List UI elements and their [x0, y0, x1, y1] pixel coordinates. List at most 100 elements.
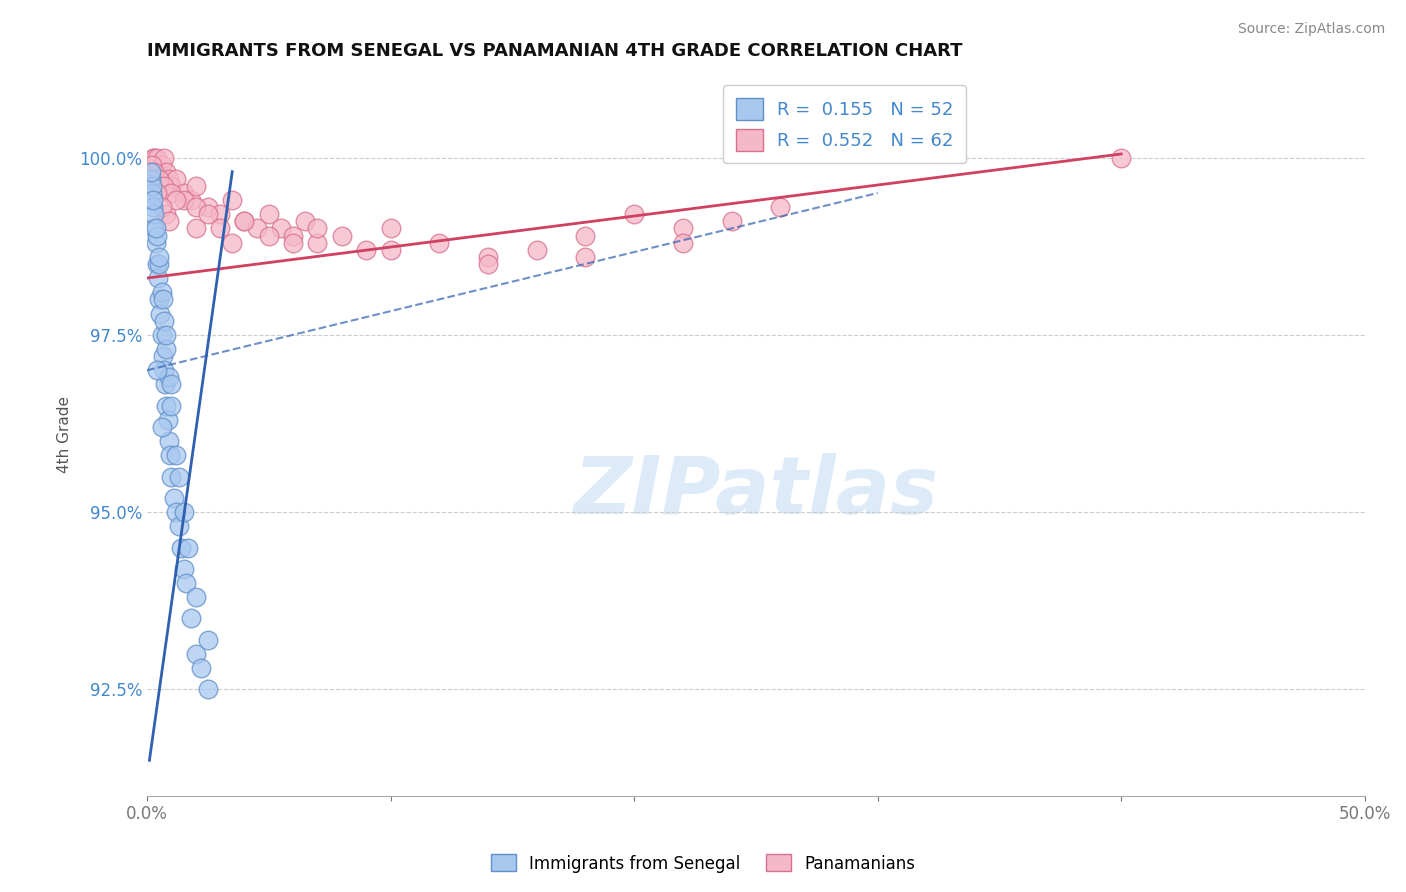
Point [139, 164, 162, 178]
Point [281, 228, 304, 243]
Point [143, 221, 166, 235]
Point [145, 158, 167, 172]
Point [720, 214, 742, 228]
Point [157, 214, 180, 228]
Legend: R =  0.155   N = 52, R =  0.552   N = 62: R = 0.155 N = 52, R = 0.552 N = 62 [723, 85, 966, 163]
Point [142, 151, 165, 165]
Point [160, 469, 183, 483]
Point [141, 178, 163, 193]
Point [477, 257, 499, 271]
Point [354, 243, 377, 257]
Point [150, 420, 173, 434]
Point [153, 363, 176, 377]
Point [167, 469, 190, 483]
Point [148, 171, 170, 186]
Point [155, 207, 177, 221]
Point [160, 186, 183, 200]
Point [165, 505, 187, 519]
Point [307, 221, 329, 235]
Point [173, 186, 195, 200]
Point [143, 207, 166, 221]
Point [184, 178, 207, 193]
Point [160, 399, 183, 413]
Point [155, 327, 177, 342]
Point [184, 647, 207, 661]
Point [142, 193, 165, 207]
Point [184, 591, 207, 605]
Point [209, 221, 232, 235]
Point [167, 519, 190, 533]
Point [152, 293, 174, 307]
Point [142, 200, 165, 214]
Point [281, 235, 304, 250]
Point [173, 562, 195, 576]
Point [190, 661, 212, 675]
Point [150, 200, 173, 214]
Point [156, 413, 179, 427]
Point [221, 193, 243, 207]
Point [165, 449, 187, 463]
Point [146, 271, 169, 285]
Point [427, 235, 450, 250]
Point [330, 228, 353, 243]
Point [160, 178, 183, 193]
Point [145, 363, 167, 377]
Point [157, 434, 180, 449]
Point [145, 151, 167, 165]
Text: Source: ZipAtlas.com: Source: ZipAtlas.com [1237, 22, 1385, 37]
Point [150, 158, 173, 172]
Point [526, 243, 548, 257]
Point [197, 682, 219, 697]
Point [148, 164, 170, 178]
Point [184, 221, 207, 235]
Point [153, 178, 176, 193]
Point [623, 207, 645, 221]
Point [145, 186, 167, 200]
Point [180, 193, 202, 207]
Point [294, 214, 316, 228]
Point [139, 171, 162, 186]
Point [155, 164, 177, 178]
Point [1109, 151, 1132, 165]
Point [148, 250, 170, 264]
Point [148, 293, 170, 307]
Point [380, 221, 402, 235]
Point [159, 449, 181, 463]
Point [380, 243, 402, 257]
Y-axis label: 4th Grade: 4th Grade [58, 395, 72, 473]
Point [197, 632, 219, 647]
Point [143, 164, 166, 178]
Point [173, 505, 195, 519]
Point [574, 228, 596, 243]
Point [184, 200, 207, 214]
Point [170, 541, 193, 555]
Point [477, 250, 499, 264]
Point [209, 207, 232, 221]
Legend: Immigrants from Senegal, Panamanians: Immigrants from Senegal, Panamanians [485, 847, 921, 880]
Point [221, 235, 243, 250]
Point [145, 221, 167, 235]
Point [141, 158, 163, 172]
Point [150, 327, 173, 342]
Point [173, 193, 195, 207]
Point [160, 377, 183, 392]
Point [672, 221, 695, 235]
Point [149, 306, 172, 320]
Text: IMMIGRANTS FROM SENEGAL VS PANAMANIAN 4TH GRADE CORRELATION CHART: IMMIGRANTS FROM SENEGAL VS PANAMANIAN 4T… [148, 42, 963, 60]
Point [165, 193, 187, 207]
Point [270, 221, 292, 235]
Point [177, 541, 200, 555]
Point [574, 250, 596, 264]
Point [145, 235, 167, 250]
Point [180, 611, 202, 625]
Point [672, 235, 695, 250]
Point [155, 377, 177, 392]
Point [197, 207, 219, 221]
Point [143, 151, 166, 165]
Point [233, 214, 256, 228]
Point [257, 228, 280, 243]
Point [163, 491, 186, 505]
Point [245, 221, 267, 235]
Point [165, 171, 187, 186]
Point [145, 228, 167, 243]
